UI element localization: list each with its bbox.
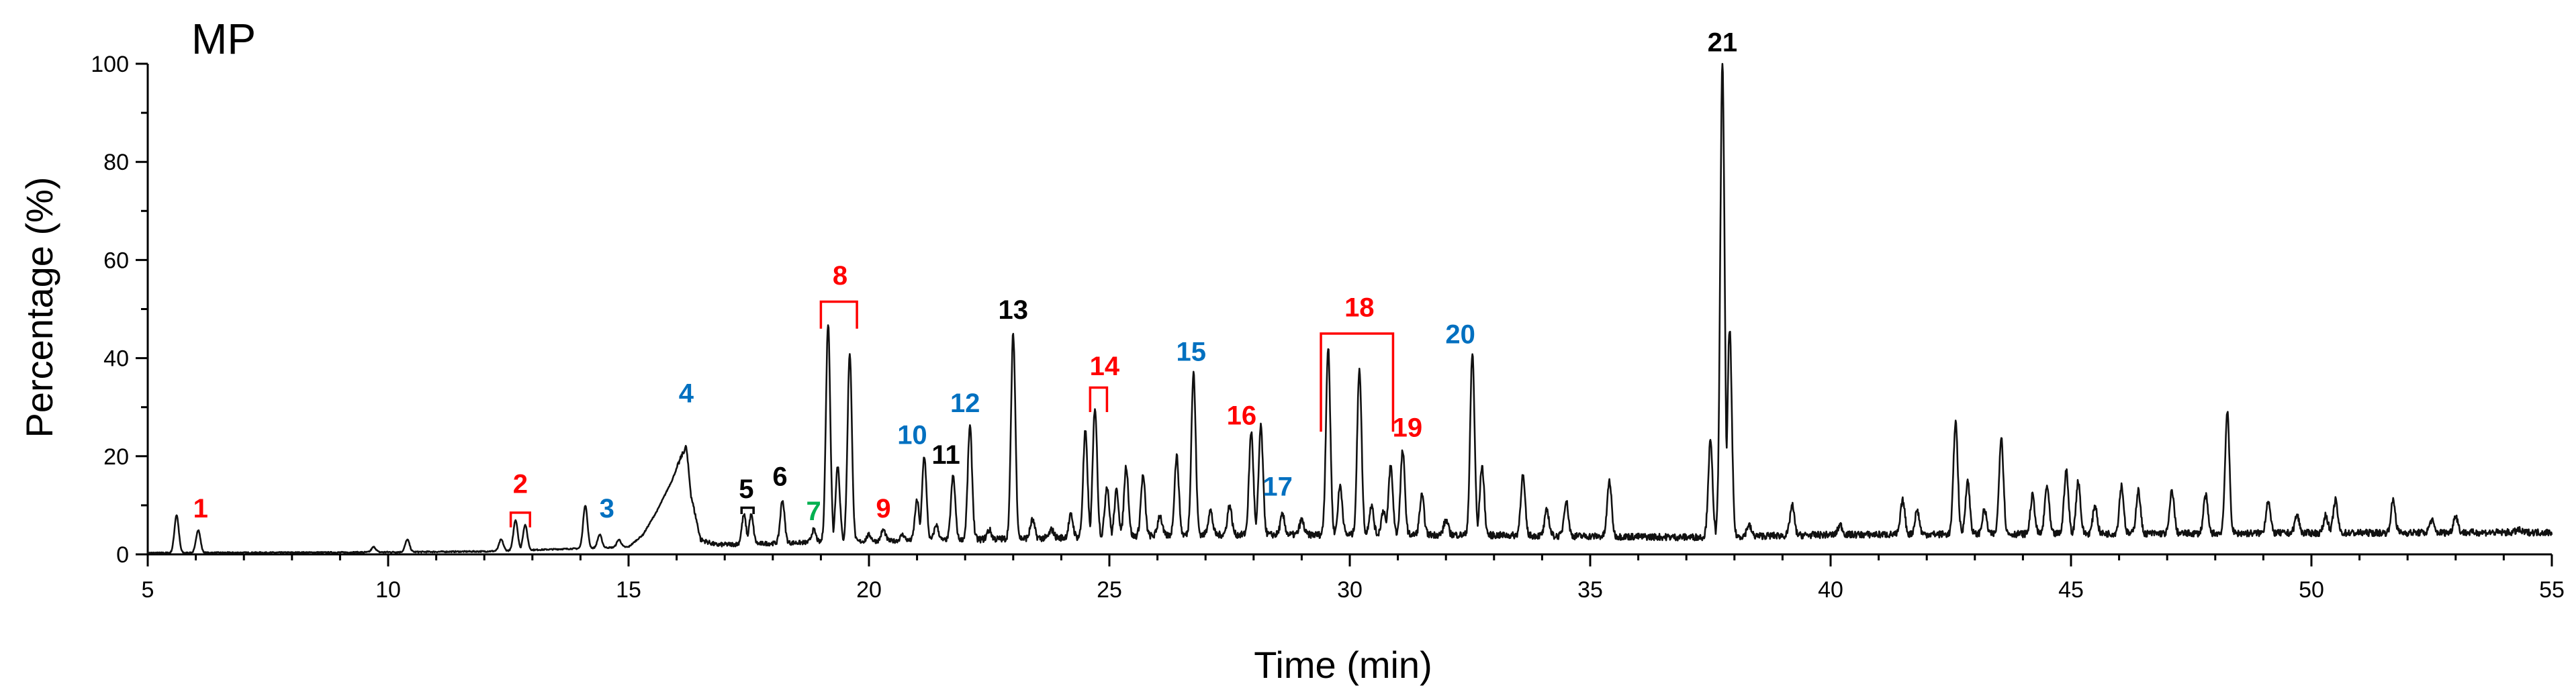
x-tick-label: 35 [1577, 577, 1603, 603]
bracket-2 [509, 511, 531, 528]
x-axis-title: Time (min) [1254, 644, 1432, 686]
peak-label-1: 1 [193, 494, 208, 523]
y-tick-label: 100 [91, 52, 129, 77]
peak-label-2: 2 [513, 470, 528, 499]
panel-title: MP [191, 15, 256, 63]
x-tick-label: 10 [375, 577, 401, 603]
x-tick-label: 15 [616, 577, 641, 603]
peak-label-4: 4 [679, 379, 694, 408]
peak-label-14: 14 [1090, 352, 1120, 381]
x-tick-label: 20 [856, 577, 882, 603]
peak-label-9: 9 [876, 494, 890, 523]
y-tick-label: 40 [103, 346, 129, 372]
x-tick-label: 5 [142, 577, 154, 603]
peak-brackets [509, 300, 1395, 528]
x-tick-label: 50 [2299, 577, 2324, 603]
peak-label-18: 18 [1344, 293, 1375, 322]
peak-label-3: 3 [600, 494, 614, 523]
y-axis: 0 20 40 60 80 100 Percentage (%) [18, 52, 149, 568]
peak-label-8: 8 [833, 261, 847, 291]
peak-label-19: 19 [1393, 413, 1423, 443]
x-ticks: 5 10 15 20 25 30 35 40 45 50 55 [142, 554, 2565, 603]
peak-label-11: 11 [931, 440, 960, 470]
y-tick-label: 60 [103, 248, 129, 273]
peak-label-12: 12 [950, 389, 980, 418]
x-tick-label: 25 [1097, 577, 1122, 603]
x-tick-label: 40 [1818, 577, 1843, 603]
bracket-14 [1089, 386, 1109, 413]
x-tick-label: 45 [2058, 577, 2084, 603]
bracket-5 [740, 506, 755, 515]
peak-label-16: 16 [1227, 401, 1257, 430]
peak-label-20: 20 [1445, 320, 1475, 350]
peak-label-21: 21 [1708, 28, 1738, 58]
chromatogram-trace [146, 62, 2553, 554]
bracket-18 [1320, 332, 1395, 432]
peak-label-10: 10 [897, 421, 927, 450]
y-tick-label: 0 [116, 542, 129, 568]
peak-label-7: 7 [807, 497, 821, 526]
peak-label-17: 17 [1262, 472, 1293, 501]
peak-label-15: 15 [1176, 337, 1206, 366]
y-ticks: 0 20 40 60 80 100 [91, 52, 148, 568]
x-tick-label: 55 [2539, 577, 2565, 603]
peak-label-6: 6 [772, 462, 787, 492]
y-axis-title: Percentage (%) [18, 177, 60, 438]
y-tick-label: 80 [103, 150, 129, 175]
peak-label-13: 13 [999, 295, 1029, 325]
x-tick-label: 30 [1337, 577, 1363, 603]
y-tick-label: 20 [103, 444, 129, 470]
bracket-8 [819, 300, 858, 329]
x-axis: 5 10 15 20 25 30 35 40 45 50 55 Time (min) [142, 553, 2565, 686]
peak-label-5: 5 [739, 474, 753, 504]
